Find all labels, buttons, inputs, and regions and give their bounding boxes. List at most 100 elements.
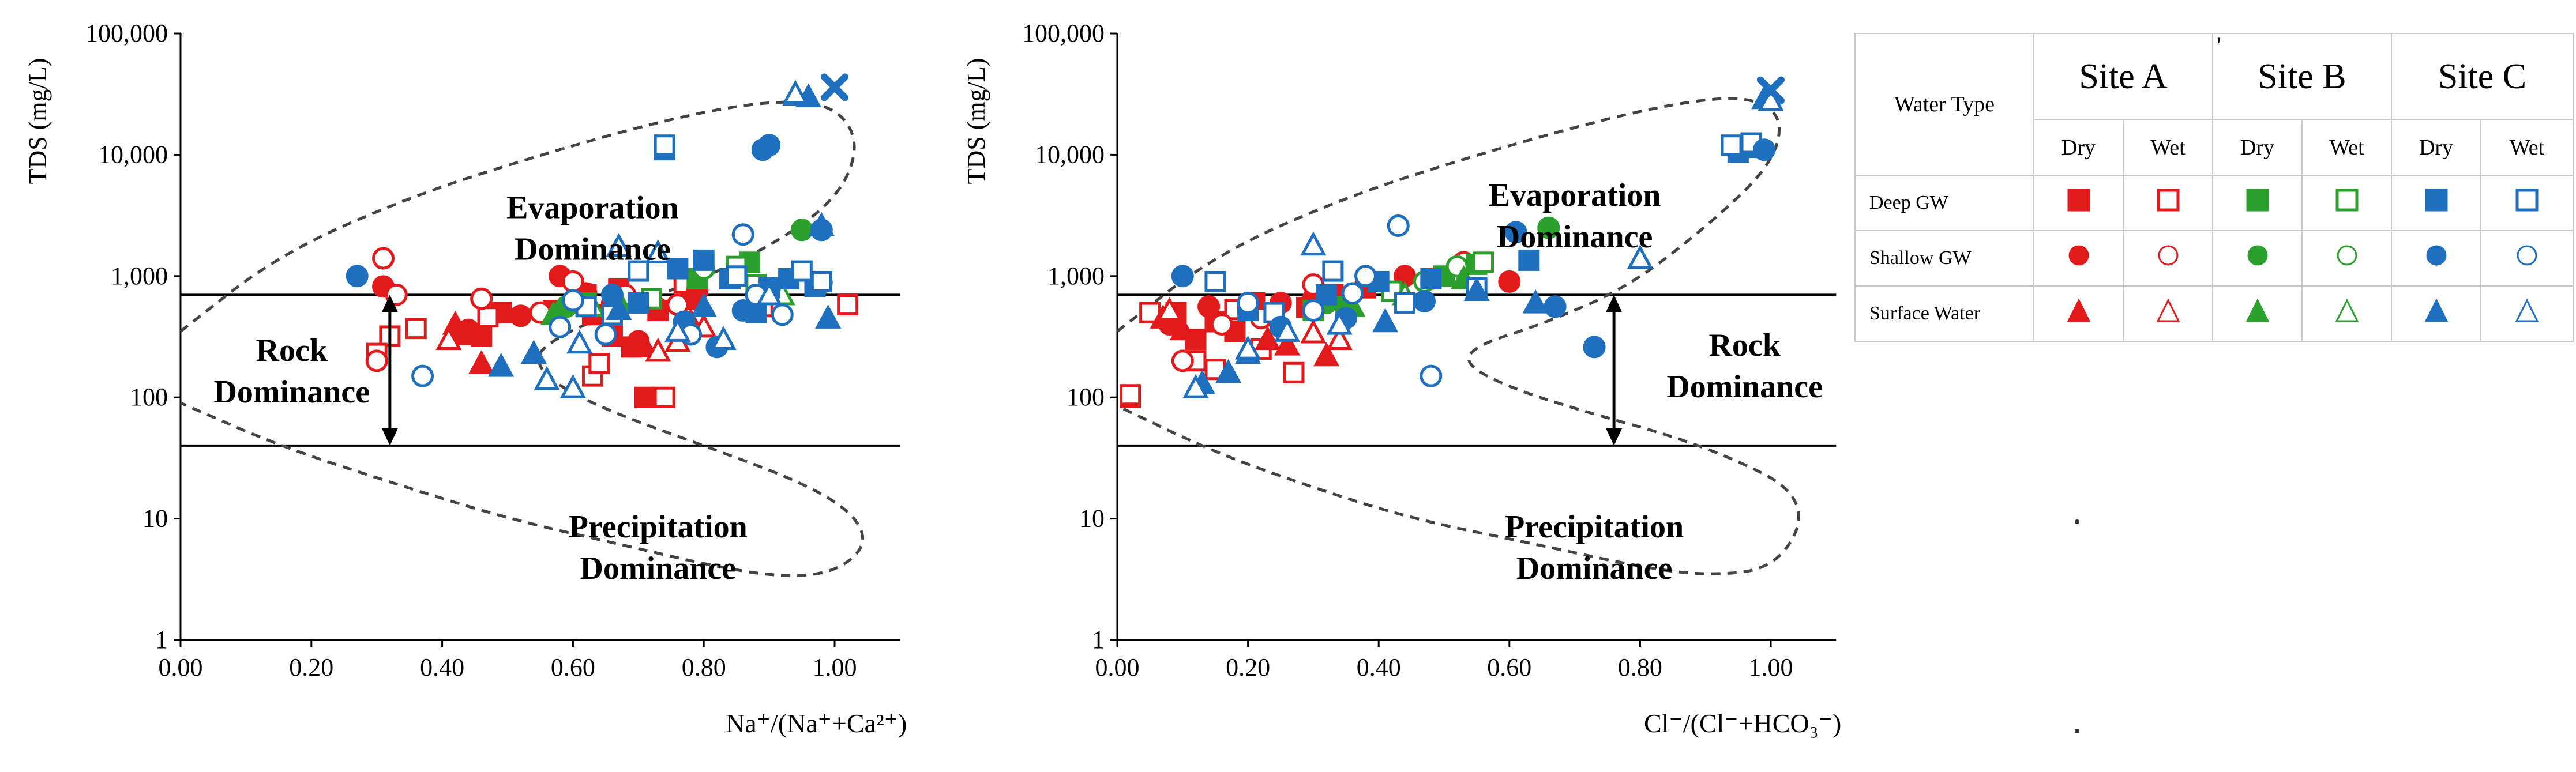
legend-marker (2335, 298, 2359, 322)
x-tick-label: 0.40 (1357, 653, 1401, 681)
data-point (710, 326, 737, 350)
region-label-line: Dominance (1516, 551, 1673, 586)
data-point (1169, 316, 1196, 341)
data-point (1274, 318, 1301, 342)
x-tick-label: 0.60 (551, 653, 595, 681)
region-label: Evaporation Dominance (1489, 178, 1661, 255)
region-label-line: Rock (1708, 327, 1781, 363)
legend-site-c: Site C (2391, 33, 2574, 120)
data-point (690, 293, 717, 317)
xlabel-right: Cl⁻/(Cl⁻+HCO₃⁻) (1644, 709, 1841, 738)
data-point (1463, 277, 1490, 302)
chart-right: TDS (mg/L) Cl⁻/(Cl⁻+HCO₃⁻) 1 10 100 1,000 10… (962, 19, 1841, 738)
legend-site-b-label: Site B (2258, 57, 2346, 96)
x-tick-label: 0.20 (1226, 653, 1270, 681)
data-point (1721, 134, 1743, 156)
legend-triangle-filled-icon (2391, 285, 2481, 342)
legend-triangle-open-icon (2123, 285, 2213, 342)
legend-row-label: Shallow GW (1854, 230, 2034, 287)
x-tick-label: 0.80 (682, 653, 726, 681)
data-point (628, 260, 649, 282)
legend-marker-shape (2156, 298, 2180, 322)
series-site-c-surface-water-wet (534, 80, 809, 398)
legend-circle-filled-icon (2033, 230, 2124, 287)
legend-marker-shape (2067, 298, 2090, 322)
data-point (1171, 265, 1194, 288)
data-point (477, 306, 499, 328)
y-tick-label: 10 (1079, 504, 1105, 533)
data-point (726, 265, 748, 287)
x-tick-label: 0.00 (159, 653, 203, 681)
data-point (1472, 251, 1494, 273)
data-point (606, 296, 632, 320)
data-point (566, 329, 593, 354)
gibbs-envelope (179, 100, 865, 577)
legend-c-dry: Dry (2391, 119, 2481, 176)
data-point (1583, 336, 1606, 359)
region-label: Rock Dominance (213, 333, 370, 410)
y-tick-label: 10 (142, 504, 168, 533)
data-point (1322, 260, 1344, 282)
data-point (559, 374, 586, 398)
legend-marker (2247, 245, 2267, 266)
data-point (1204, 270, 1226, 292)
legend-square-open-icon (2123, 175, 2213, 231)
data-point (790, 219, 813, 242)
data-point (1413, 289, 1436, 312)
data-point (470, 287, 493, 310)
legend-b-wet: Wet (2301, 119, 2392, 176)
legend-marker (2067, 298, 2090, 322)
legend-marker (2157, 189, 2179, 212)
data-point (1498, 270, 1521, 293)
chart-left: TDS (mg/L) Na⁺/(Na⁺+Ca²⁺) 1 10 100 1,000 10,… (24, 19, 907, 738)
region-label-line: Evaporation (1489, 178, 1661, 213)
region-label-line: Dominance (580, 551, 736, 586)
data-point (1300, 231, 1327, 256)
data-point (405, 318, 427, 340)
data-point (561, 289, 584, 312)
legend-a-dry: Dry (2033, 119, 2124, 176)
y-tick-label: 10,000 (1035, 140, 1105, 168)
legend-marker (2246, 189, 2269, 212)
x-tick-label: 0.80 (1618, 653, 1662, 681)
data-point (549, 315, 572, 338)
legend-marker-shape (2157, 189, 2179, 212)
legend-marker-shape (2515, 298, 2539, 322)
data-point (1420, 364, 1443, 387)
region-label: Precipitation Dominance (569, 509, 748, 586)
legend-triangle-open-icon (2301, 285, 2392, 342)
region-label: Rock Dominance (1666, 327, 1823, 405)
legend-c-wet: Wet (2480, 119, 2574, 176)
legend-marker (2515, 298, 2539, 322)
arrow-head-down (381, 428, 398, 446)
data-point (634, 386, 656, 408)
data-point (520, 340, 547, 364)
region-label-line: Precipitation (569, 509, 748, 545)
legend-circle-open-icon (2301, 230, 2392, 287)
legend-a-wet: Wet (2123, 119, 2213, 176)
legend-marker-shape (2424, 298, 2448, 322)
data-point (654, 386, 675, 408)
data-point (346, 265, 369, 288)
data-point (664, 318, 691, 342)
arrow-head-up (381, 295, 398, 312)
legend-marker (2158, 245, 2178, 266)
x-tick-label: 0.20 (289, 653, 333, 681)
legend-row-deep: Deep GW (1854, 175, 2574, 231)
data-point (1120, 384, 1141, 406)
series-site-c-shallow-gw-wet (1237, 214, 1443, 387)
data-point (1210, 313, 1233, 336)
data-point (1537, 216, 1560, 239)
data-point (782, 80, 809, 104)
data-point (645, 337, 671, 362)
data-point (632, 333, 658, 358)
legend-marker-shape (2067, 189, 2090, 212)
y-tick-label: 1,000 (111, 262, 168, 290)
legend-marker-shape (2425, 189, 2447, 212)
y-tick-label: 100,000 (1022, 19, 1105, 47)
y-tick-label: 1 (155, 626, 168, 654)
data-point (731, 223, 754, 246)
data-point (365, 349, 388, 372)
data-point (758, 134, 781, 157)
